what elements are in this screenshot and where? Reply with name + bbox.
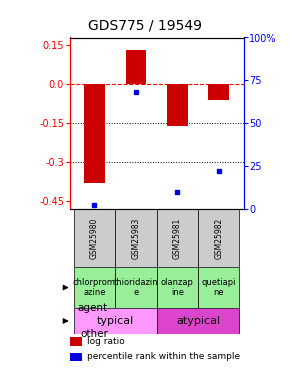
Text: chlorprom
azine: chlorprom azine <box>73 278 116 297</box>
Bar <box>157 308 240 334</box>
Text: GSM25982: GSM25982 <box>214 217 223 259</box>
Bar <box>74 267 115 308</box>
Bar <box>167 84 188 126</box>
Text: thioridazin
e: thioridazin e <box>114 278 158 297</box>
Bar <box>157 267 198 308</box>
Bar <box>70 352 82 362</box>
Text: other: other <box>80 329 108 339</box>
Text: GSM25980: GSM25980 <box>90 217 99 259</box>
Bar <box>74 209 115 267</box>
Bar <box>126 51 146 84</box>
Bar <box>157 209 198 267</box>
Bar <box>209 84 229 100</box>
Text: GSM25983: GSM25983 <box>131 217 140 259</box>
Bar <box>74 308 157 334</box>
Text: percentile rank within the sample: percentile rank within the sample <box>87 352 240 362</box>
Bar <box>198 267 240 308</box>
Text: GDS775 / 19549: GDS775 / 19549 <box>88 19 202 33</box>
Text: agent: agent <box>78 303 108 313</box>
Text: log ratio: log ratio <box>87 337 125 346</box>
Text: atypical: atypical <box>176 316 220 326</box>
Text: olanzap
ine: olanzap ine <box>161 278 194 297</box>
Bar <box>70 337 82 345</box>
Text: GSM25981: GSM25981 <box>173 217 182 259</box>
Text: quetiapi
ne: quetiapi ne <box>202 278 236 297</box>
Bar <box>84 84 105 183</box>
Bar <box>115 209 157 267</box>
Text: typical: typical <box>97 316 134 326</box>
Bar <box>198 209 240 267</box>
Bar <box>115 267 157 308</box>
